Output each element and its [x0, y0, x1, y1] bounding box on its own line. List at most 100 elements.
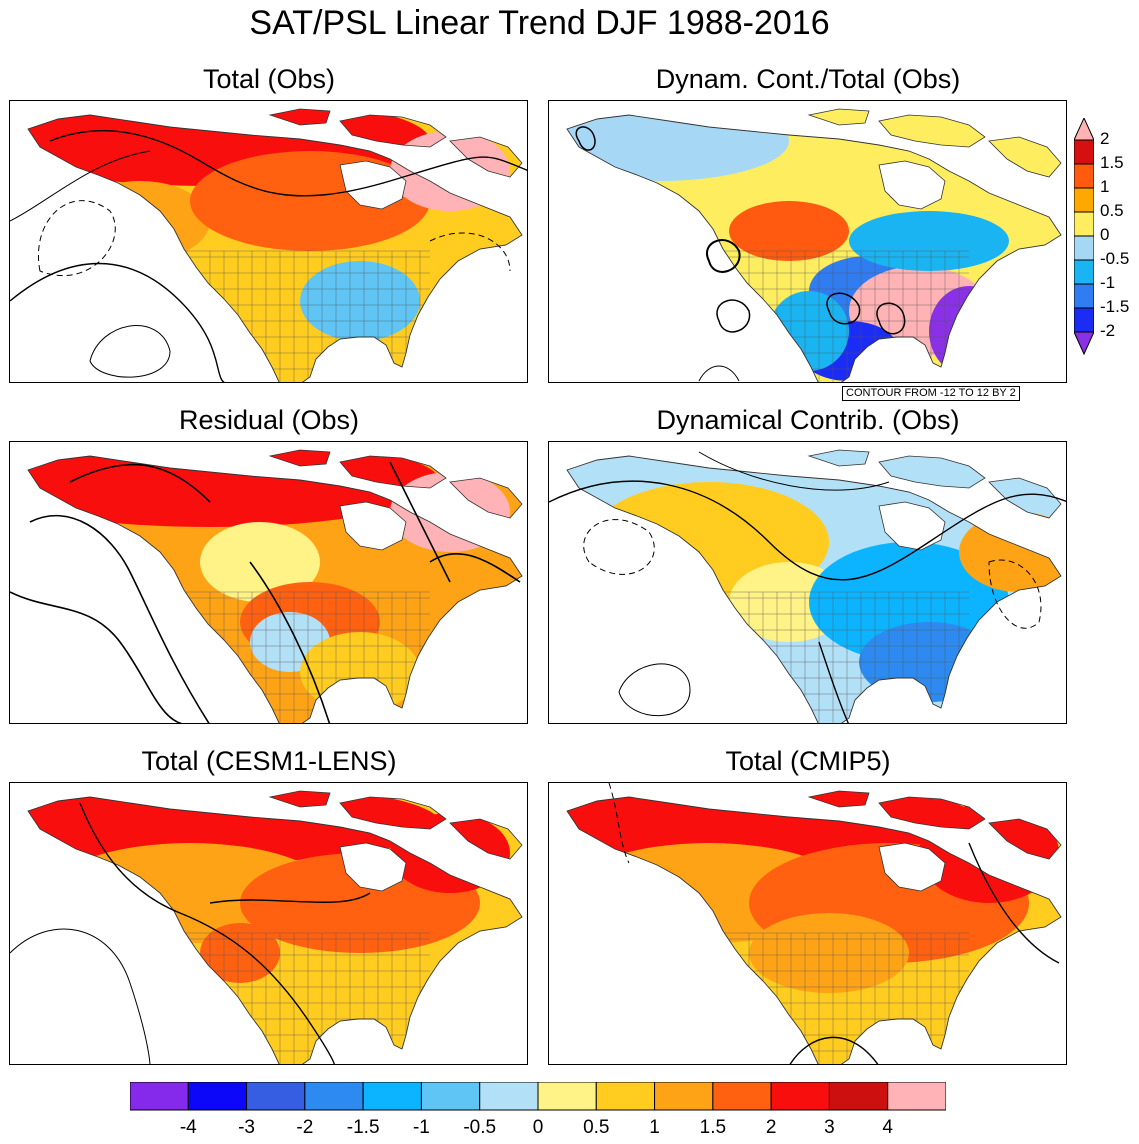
psl-contour	[608, 783, 630, 864]
main-colorbar-swatch	[595, 1082, 656, 1111]
psl-contour	[698, 451, 890, 491]
coastline	[449, 477, 523, 519]
coastline	[988, 818, 1062, 860]
map-ratio-obs	[548, 100, 1067, 383]
coastline	[449, 818, 523, 860]
coastline	[807, 108, 870, 126]
map-total-cmip5	[548, 782, 1067, 1065]
hudson-bay	[339, 842, 407, 892]
ratio-colorbar-swatch	[1074, 139, 1094, 165]
psl-contour	[789, 1036, 879, 1064]
psl-contour	[583, 519, 655, 575]
ratio-colorbar-label: -0.5	[1100, 249, 1130, 268]
psl-contour	[716, 299, 751, 333]
main-colorbar-swatch	[130, 1082, 189, 1111]
psl-contour	[549, 480, 1066, 581]
ratio-colorbar-swatch	[1074, 259, 1094, 285]
trend-field-region	[390, 813, 510, 893]
trend-field-region	[28, 791, 440, 863]
main-colorbar-swatch	[362, 1082, 422, 1111]
trend-field-region	[390, 131, 510, 211]
hudson-bay	[339, 160, 407, 210]
main-colorbar	[130, 1082, 946, 1111]
trend-field-region	[130, 261, 210, 361]
psl-contour	[429, 552, 521, 583]
ratio-colorbar-label: -2	[1100, 321, 1116, 340]
coastline	[339, 114, 447, 148]
psl-contour	[10, 262, 226, 382]
ratio-colorbar-swatch	[1074, 187, 1094, 213]
psl-contour	[249, 561, 331, 723]
coastline	[27, 796, 523, 1064]
psl-contour	[826, 292, 861, 325]
main-colorbar-swatch	[246, 1082, 306, 1111]
main-colorbar-swatch	[887, 1082, 946, 1111]
main-colorbar-swatch	[304, 1082, 364, 1111]
main-colorbar-label: 3	[824, 1117, 835, 1138]
ratio-colorbar-bottom-arrow	[1074, 331, 1094, 356]
psl-contour	[575, 126, 596, 151]
main-colorbar-label: 1.5	[699, 1117, 727, 1138]
psl-contour	[49, 129, 527, 197]
ratio-colorbar-label: 1	[1100, 177, 1110, 196]
psl-contour	[79, 802, 336, 1064]
hudson-bay	[878, 160, 946, 210]
panel-title-ratio-obs: Dynam. Cont./Total (Obs)	[655, 64, 961, 94]
coastline	[566, 796, 1062, 1064]
main-colorbar-label: 0	[532, 1117, 544, 1138]
main-colorbar-swatch	[537, 1082, 597, 1111]
ratio-colorbar-label: -1	[1100, 273, 1116, 292]
ratio-colorbar	[1074, 118, 1094, 356]
hudson-bay	[878, 842, 946, 892]
hudson-bay	[339, 501, 407, 551]
psl-contour	[876, 302, 906, 335]
map-total-obs	[9, 100, 528, 383]
ratio-colorbar-swatch	[1074, 235, 1094, 261]
ratio-colorbar-label: 0	[1100, 225, 1110, 244]
ratio-colorbar-swatch	[1074, 283, 1094, 309]
trend-field-region	[649, 612, 769, 712]
coastline	[268, 108, 331, 126]
psl-contour	[69, 463, 211, 503]
coastline	[268, 449, 331, 467]
main-colorbar-label: -3	[238, 1117, 256, 1138]
coastline	[27, 114, 523, 382]
main-colorbar-swatch	[770, 1082, 830, 1111]
main-colorbar-swatch	[654, 1082, 714, 1111]
psl-contour	[429, 232, 511, 272]
coastline	[878, 455, 986, 489]
ratio-colorbar-label: 2	[1100, 129, 1110, 148]
psl-contour	[389, 461, 451, 583]
coastline	[807, 449, 870, 467]
panel-title-total-cmip5: Total (CMIP5)	[725, 746, 891, 776]
coastline	[988, 136, 1062, 178]
psl-contour	[706, 239, 741, 273]
panel-title-dynamical-obs: Dynamical Contrib. (Obs)	[656, 405, 960, 435]
coastline	[878, 796, 986, 830]
ratio-colorbar-label: -1.5	[1100, 297, 1130, 316]
trend-field-region	[70, 181, 210, 261]
ratio-colorbar-swatch	[1074, 211, 1094, 237]
trend-field-region	[919, 803, 1059, 903]
psl-contour	[10, 928, 151, 1064]
psl-contour	[89, 325, 171, 378]
panel-title-total-lens: Total (CESM1-LENS)	[141, 746, 397, 776]
map-dynamical-obs	[548, 441, 1067, 724]
main-colorbar-swatch	[479, 1082, 539, 1111]
main-colorbar-swatch	[187, 1082, 248, 1111]
psl-contour	[38, 200, 116, 277]
psl-contour	[29, 514, 210, 723]
coastline	[566, 455, 1062, 723]
panel-title-residual-obs: Residual (Obs)	[178, 405, 360, 435]
psl-contour	[10, 591, 183, 723]
coastline	[27, 455, 523, 723]
ratio-colorbar-swatch	[1074, 163, 1094, 189]
main-colorbar-label: 2	[765, 1117, 777, 1138]
main-colorbar-label: 0.5	[583, 1117, 610, 1138]
main-colorbar-label: -0.5	[463, 1117, 497, 1138]
main-colorbar-label: -2	[296, 1117, 314, 1138]
psl-contour	[209, 892, 371, 904]
coastline	[339, 455, 447, 489]
coastline	[807, 790, 870, 808]
panel-title-total-obs: Total (Obs)	[202, 64, 336, 94]
